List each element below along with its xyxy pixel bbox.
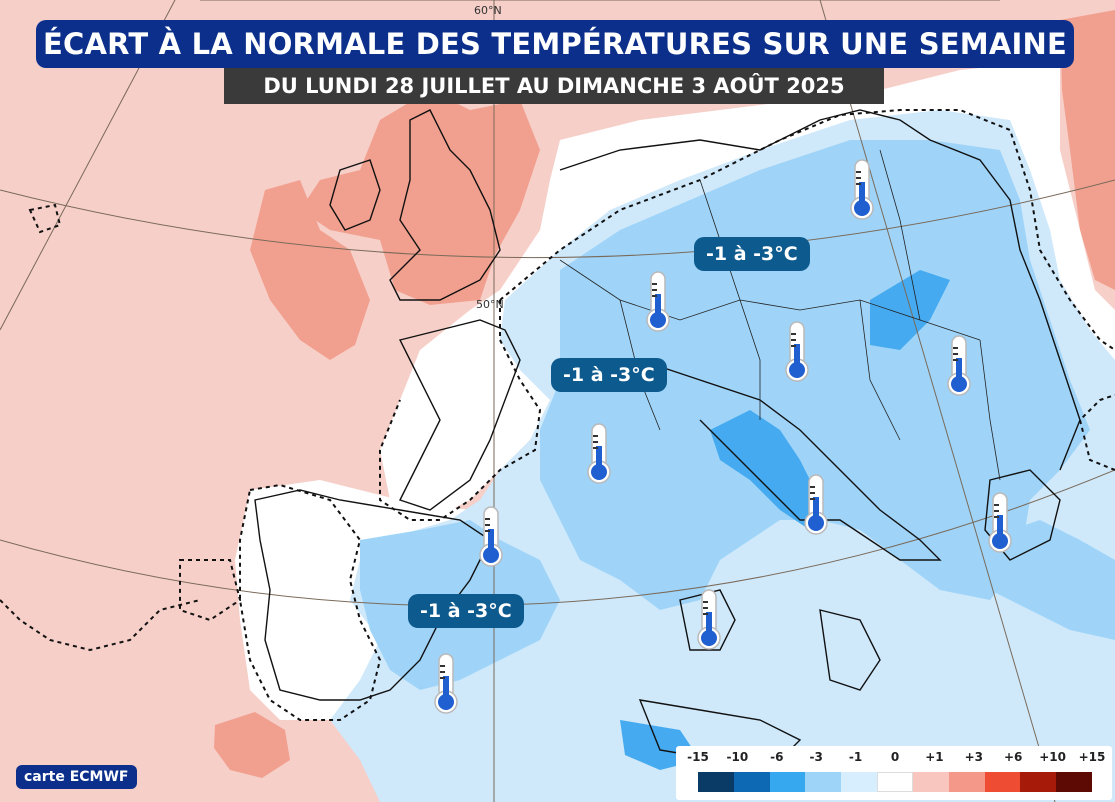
legend-label: +6 — [1003, 750, 1023, 764]
legend-label: -1 — [848, 750, 863, 764]
cold-area-italy — [710, 410, 820, 530]
coastlines — [254, 109, 1081, 761]
legend-swatches — [698, 772, 1092, 792]
latitude-label-60: 60°N — [474, 4, 502, 17]
legend-swatch — [948, 772, 985, 792]
legend-label: -3 — [809, 750, 823, 764]
legend-swatch — [841, 772, 878, 792]
map-title: ÉCART À LA NORMALE DES TEMPÉRATURES SUR … — [36, 20, 1074, 68]
legend-label: -10 — [726, 750, 749, 764]
thermometer-cold-icon — [802, 473, 830, 537]
thermometer-cold-icon — [644, 270, 672, 334]
legend-swatch — [1056, 772, 1092, 792]
legend-swatch — [984, 772, 1021, 792]
warm-area-northeast — [1060, 10, 1115, 290]
cold-area-hungary — [870, 270, 950, 350]
thermometer-cold-icon — [848, 158, 876, 222]
latitude-line-50 — [0, 179, 1115, 259]
region-label-france-east: -1 à -3°C — [551, 358, 667, 392]
legend-swatch — [769, 772, 806, 792]
legend-label: +10 — [1039, 750, 1066, 764]
thermometer-cold-icon — [477, 505, 505, 569]
cold-area-central — [540, 140, 1090, 610]
meridian-east — [819, 0, 1056, 802]
legend-label: +3 — [964, 750, 983, 764]
legend-swatch — [1020, 772, 1057, 792]
cold-area-aegean — [980, 520, 1115, 640]
source-badge: carte ECMWF — [16, 765, 137, 789]
legend-swatch — [698, 772, 734, 792]
thermometer-cold-icon — [986, 491, 1014, 555]
legend-swatch — [912, 772, 949, 792]
legend-labels: -15 -10 -6 -3 -1 0 +1 +3 +6 +10 +15 — [676, 750, 1112, 768]
zero-contours — [0, 109, 1115, 721]
region-label-spain-mediterranean: -1 à -3°C — [408, 594, 524, 628]
legend-label: -15 — [687, 750, 709, 764]
thermometer-cold-icon — [783, 320, 811, 384]
latitude-label-50: 50°N — [476, 298, 504, 311]
thermometer-cold-icon — [585, 422, 613, 486]
warm-area-southwest — [214, 712, 290, 778]
legend-label: -6 — [770, 750, 784, 764]
legend-label: +1 — [925, 750, 944, 764]
warm-area-atlantic — [250, 180, 370, 360]
legend-swatch — [877, 772, 913, 792]
thermometer-cold-icon — [945, 334, 973, 398]
map-subtitle: DU LUNDI 28 JUILLET AU DIMANCHE 3 AOÛT 2… — [224, 68, 884, 104]
warm-area-british-isles — [300, 90, 540, 305]
thermometer-cold-icon — [432, 652, 460, 716]
legend-swatch — [733, 772, 770, 792]
legend-label: 0 — [890, 750, 900, 764]
thermometer-cold-icon — [695, 588, 723, 652]
legend-swatch — [805, 772, 842, 792]
legend-label: +15 — [1078, 750, 1106, 764]
color-legend: -15 -10 -6 -3 -1 0 +1 +3 +6 +10 +15 — [676, 746, 1112, 800]
region-label-central-europe: -1 à -3°C — [694, 237, 810, 271]
latitude-line-40 — [0, 469, 1115, 607]
